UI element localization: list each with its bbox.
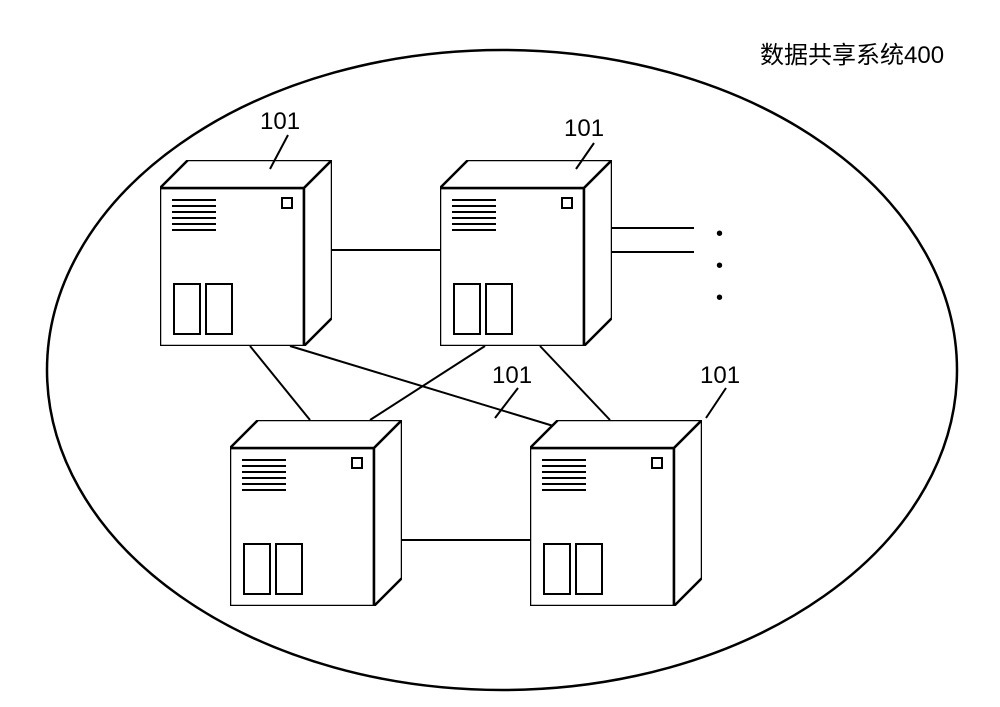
server-icon xyxy=(160,160,332,346)
label-leader-line xyxy=(706,388,726,418)
extra-lines xyxy=(0,0,1000,707)
node-label: 101 xyxy=(492,362,532,390)
connection-line xyxy=(370,346,485,420)
node-label: 101 xyxy=(700,362,740,390)
diagram-container: 数据共享系统400 101 101 101 101 • • • xyxy=(0,0,1000,707)
system-ellipse xyxy=(0,0,1000,707)
server-node xyxy=(440,160,612,346)
server-node xyxy=(230,420,402,606)
node-label: 101 xyxy=(564,115,604,143)
ellipsis-dots: • • • xyxy=(716,218,723,314)
system-title: 数据共享系统400 xyxy=(760,35,944,70)
server-node xyxy=(530,420,702,606)
label-leader-line xyxy=(495,388,518,418)
server-node xyxy=(160,160,332,346)
server-icon xyxy=(530,420,702,606)
connection-line xyxy=(250,346,310,420)
server-icon xyxy=(230,420,402,606)
connections-layer xyxy=(0,0,1000,707)
node-label: 101 xyxy=(260,108,300,136)
server-icon xyxy=(440,160,612,346)
connection-line xyxy=(540,346,610,420)
leader-lines xyxy=(0,0,1000,707)
